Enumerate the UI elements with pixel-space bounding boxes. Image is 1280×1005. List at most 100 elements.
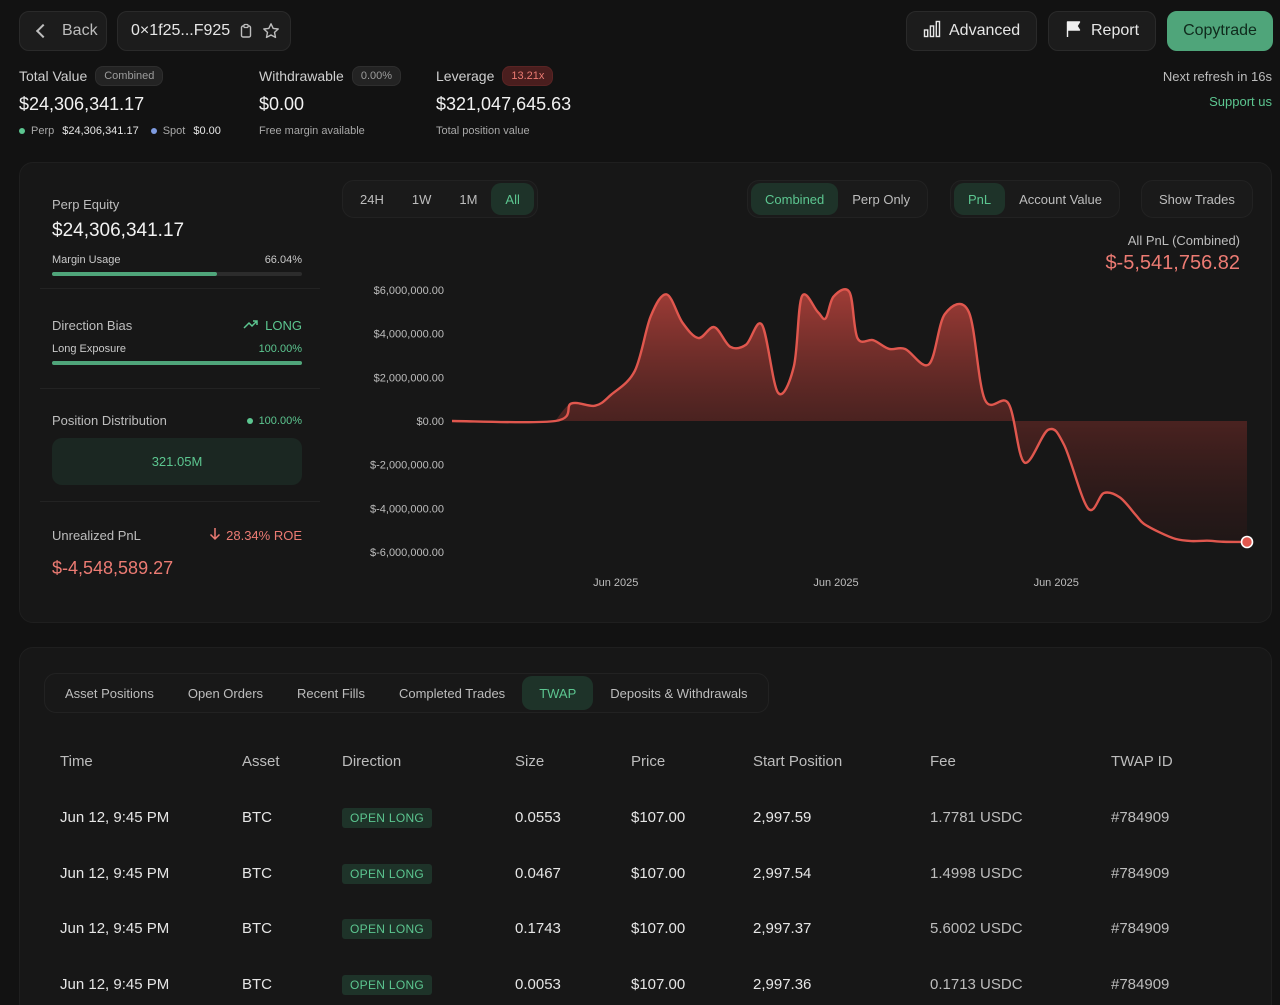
pnl-chart[interactable]: $6,000,000.00 $4,000,000.00 $2,000,000.00 $…	[340, 273, 1260, 603]
mode-perp-only[interactable]: Perp Only	[852, 191, 911, 207]
perp-value: $24,306,341.17	[62, 125, 139, 137]
metric-selector: PnL Account Value	[950, 180, 1121, 218]
cell-fee: 1.7781 USDC	[930, 809, 1023, 827]
direction-bias-label: Direction Bias	[52, 318, 133, 333]
star-icon[interactable]	[262, 22, 280, 40]
unrealized-pnl-value: $-4,548,589.27	[52, 558, 174, 578]
spot-dot	[150, 128, 157, 134]
divider	[40, 388, 320, 389]
time-range-selector: 24H 1W 1M All	[342, 180, 538, 218]
roe-value: 28.34% ROE	[226, 528, 302, 543]
report-button[interactable]: Report	[1048, 11, 1156, 51]
wallet-address[interactable]: 0×1f25...F925	[117, 11, 291, 51]
x-tick-label: Jun 2025	[1034, 577, 1079, 589]
pnl-line	[451, 288, 1248, 544]
range-24h[interactable]: 24H	[360, 191, 384, 207]
cell-time: Jun 12, 9:45 PM	[60, 809, 170, 827]
cell-asset: BTC	[242, 864, 272, 882]
metric-account-value[interactable]: Account Value	[1019, 191, 1103, 207]
arrow-down-icon	[209, 527, 221, 544]
x-tick-label: Jun 2025	[813, 577, 858, 589]
cell-price: $107.00	[631, 864, 686, 882]
y-tick-label: $2,000,000.00	[374, 372, 444, 384]
history-card: Asset Positions Open Orders Recent Fills…	[19, 647, 1272, 1005]
cell-fee: 1.4998 USDC	[930, 864, 1023, 882]
leverage-block: Leverage 13.21x $321,047,645.63 Total pos…	[436, 66, 571, 137]
long-exposure-fill	[52, 361, 302, 365]
history-tabs: Asset Positions Open Orders Recent Fills…	[44, 673, 769, 713]
tab-open-orders[interactable]: Open Orders	[187, 685, 264, 701]
show-trades-button[interactable]: Show Trades	[1159, 191, 1235, 207]
table-row[interactable]: Jun 12, 9:45 PM BTC OPEN LONG 0.0053 $107.00…	[44, 957, 1231, 1005]
withdrawable-pill: 0.00%	[351, 66, 402, 86]
col-asset[interactable]: Asset	[242, 752, 280, 770]
perp-label: Perp	[31, 125, 55, 137]
copy-icon[interactable]	[238, 23, 254, 39]
cell-size: 0.1743	[515, 920, 561, 938]
advanced-button[interactable]: Advanced	[906, 11, 1037, 51]
mode-combined[interactable]: Combined	[751, 183, 839, 215]
chart-total-pnl: $-5,541,756.82	[1105, 252, 1240, 274]
leverage-value: $321,047,645.63	[436, 94, 572, 114]
cell-size: 0.0467	[515, 864, 561, 882]
cell-twap-id: #784909	[1111, 920, 1170, 938]
position-distribution-label: Position Distribution	[52, 413, 167, 428]
address-text: 0×1f25...F925	[131, 22, 231, 39]
cell-time: Jun 12, 9:45 PM	[60, 975, 170, 993]
col-size[interactable]: Size	[515, 752, 545, 770]
equity-panel: Perp Equity $24,306,341.17 Margin Usage …	[20, 163, 320, 622]
col-time[interactable]: Time	[60, 752, 93, 770]
leverage-label: Leverage	[436, 68, 495, 84]
copytrade-button[interactable]: Copytrade	[1167, 11, 1273, 51]
col-price[interactable]: Price	[631, 752, 666, 770]
withdrawable-block: Withdrawable 0.00% $0.00 Free margin avai…	[259, 66, 402, 137]
leverage-sub: Total position value	[436, 125, 530, 137]
tab-deposits-withdrawals[interactable]: Deposits & Withdrawals	[610, 685, 748, 701]
tab-twap[interactable]: TWAP	[522, 676, 594, 710]
col-start-position[interactable]: Start Position	[753, 752, 843, 770]
distribution-pct: 100.00%	[258, 414, 302, 427]
cell-direction: OPEN LONG	[342, 901, 515, 957]
distribution-box[interactable]: 321.05M	[52, 438, 302, 485]
table-row[interactable]: Jun 12, 9:45 PM BTC OPEN LONG 0.0553 $107.00…	[44, 790, 1231, 846]
range-1m[interactable]: 1M	[459, 191, 478, 207]
margin-usage-bar	[52, 272, 302, 276]
long-exposure-label: Long Exposure	[52, 343, 126, 355]
tab-completed-trades[interactable]: Completed Trades	[398, 685, 506, 701]
direction-badge: OPEN LONG	[342, 808, 433, 829]
last-point-marker	[1240, 535, 1254, 549]
cell-time: Jun 12, 9:45 PM	[60, 920, 170, 938]
table-row[interactable]: Jun 12, 9:45 PM BTC OPEN LONG 0.1743 $107.00…	[44, 901, 1231, 957]
y-tick-label: $-6,000,000.00	[370, 547, 444, 559]
total-value: $24,306,341.17	[19, 94, 145, 114]
refresh-block: Next refresh in 16s Support us	[1163, 69, 1272, 109]
show-trades-toggle: Show Trades	[1141, 180, 1253, 218]
col-twap-id[interactable]: TWAP ID	[1111, 752, 1173, 770]
back-button[interactable]: Back	[19, 11, 107, 51]
chart-header: All PnL (Combined) $-5,541,756.82	[1105, 233, 1240, 275]
col-direction[interactable]: Direction	[342, 752, 402, 770]
tab-asset-positions[interactable]: Asset Positions	[65, 685, 154, 701]
unrealized-pnl-label: Unrealized PnL	[52, 528, 141, 543]
cell-start-position: 2,997.36	[753, 975, 812, 993]
range-all[interactable]: All	[491, 183, 534, 215]
combined-pill: Combined	[95, 66, 164, 86]
y-tick-label: $-2,000,000.00	[370, 460, 444, 472]
cell-time: Jun 12, 9:45 PM	[60, 864, 170, 882]
cell-fee: 5.6002 USDC	[930, 920, 1023, 938]
margin-usage-value: 66.04%	[264, 254, 302, 266]
support-link[interactable]: Support us	[1209, 94, 1272, 109]
withdrawable-value: $0.00	[259, 94, 305, 114]
trend-up-icon	[243, 318, 259, 333]
tab-recent-fills[interactable]: Recent Fills	[297, 685, 365, 701]
x-tick-label: Jun 2025	[593, 577, 638, 589]
col-fee[interactable]: Fee	[930, 752, 956, 770]
advanced-label: Advanced	[949, 22, 1021, 39]
total-value-block: Total Value Combined $24,306,341.17 Perp …	[19, 66, 221, 137]
table-row[interactable]: Jun 12, 9:45 PM BTC OPEN LONG 0.0467 $107.00…	[44, 846, 1231, 902]
flag-icon	[1065, 20, 1083, 43]
cell-fee: 0.1713 USDC	[930, 975, 1023, 993]
metric-pnl[interactable]: PnL	[954, 183, 1006, 215]
cell-direction: OPEN LONG	[342, 957, 515, 1005]
range-1w[interactable]: 1W	[411, 191, 432, 207]
